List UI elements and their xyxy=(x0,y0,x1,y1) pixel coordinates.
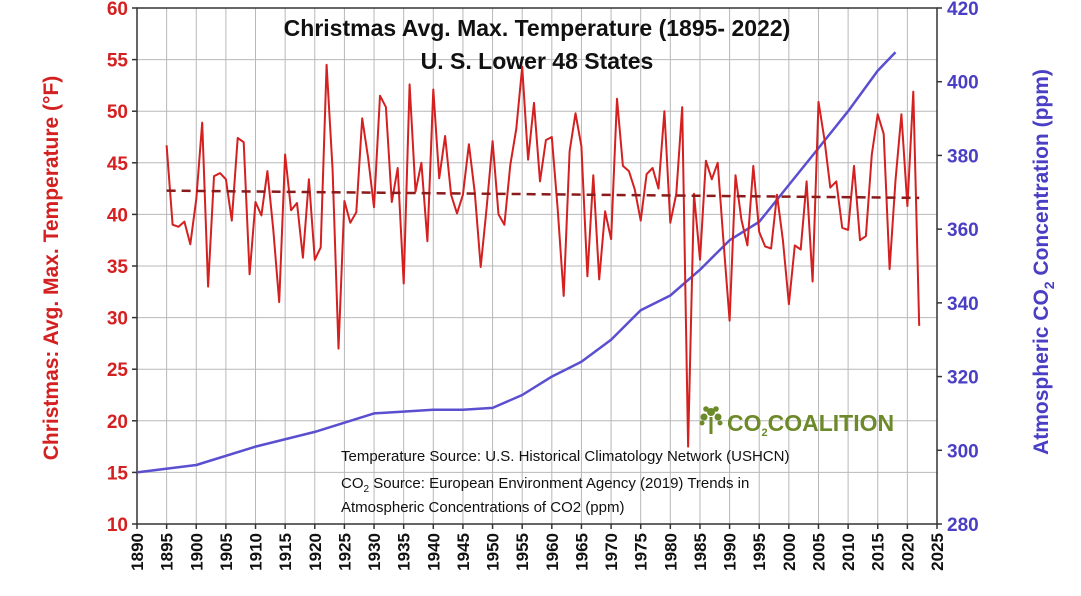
y-tick-label-right: 420 xyxy=(947,0,979,20)
left-axis: 10 15 20 25 30 35 40 45 50 55 60 xyxy=(107,0,137,536)
x-tick-label: 1965 xyxy=(572,533,591,571)
chart-title: Christmas Avg. Max. Temperature (1895- 2… xyxy=(284,15,791,41)
grid-lines xyxy=(136,7,938,525)
tree-icon xyxy=(699,406,723,434)
y-tick-label-left: 15 xyxy=(107,463,129,484)
x-tick-label: 2005 xyxy=(809,533,828,571)
x-tick-label: 2000 xyxy=(780,533,799,571)
x-tick-label: 1925 xyxy=(335,533,354,571)
y-tick-label-left: 25 xyxy=(107,360,129,381)
co2-source-line2: Atmospheric Concentrations of CO2 (ppm) xyxy=(341,499,624,516)
co2-line xyxy=(136,51,897,474)
y-tick-label-left: 55 xyxy=(107,51,129,72)
y-tick-label-right: 400 xyxy=(947,73,979,94)
y-tick-label-left: 30 xyxy=(107,309,128,330)
temperature-source: Temperature Source: U.S. Historical Clim… xyxy=(341,448,789,465)
x-tick-label: 2010 xyxy=(839,533,858,571)
y-tick-label-right: 360 xyxy=(947,220,979,241)
x-tick-label: 1930 xyxy=(365,533,384,571)
x-tick-label: 1935 xyxy=(395,533,414,571)
trend-line xyxy=(166,189,920,200)
chart-marks xyxy=(136,51,921,474)
x-tick-label: 2015 xyxy=(869,533,888,571)
x-tick-label: 1960 xyxy=(543,533,562,571)
co2-source-line1: CO2 Source: European Environment Agency … xyxy=(341,475,749,495)
x-tick-label: 1955 xyxy=(513,533,532,571)
x-tick-label: 1900 xyxy=(187,533,206,571)
logo-text: CO2COALITION xyxy=(727,410,894,439)
x-tick-label: 1890 xyxy=(128,533,147,571)
co2-coalition-logo: CO2COALITION xyxy=(699,406,894,439)
y-tick-label-left: 40 xyxy=(107,205,128,226)
y-tick-label-left: 10 xyxy=(107,515,128,536)
x-tick-label: 2025 xyxy=(928,533,947,571)
x-tick-label: 1950 xyxy=(484,533,503,571)
y-axis-label-left: Christmas: Avg. Max. Temperature (°F) xyxy=(40,76,63,461)
x-tick-label: 1970 xyxy=(602,533,621,571)
temperature-line xyxy=(165,63,921,448)
y-tick-label-left: 60 xyxy=(107,0,128,20)
x-tick-label: 1995 xyxy=(750,533,769,571)
y-axis-label-right: Atmospheric CO2 Concentration (ppm) xyxy=(1030,69,1057,455)
x-axis: 1890 1895 1900 1905 1910 1915 1920 1925 1930 1935… xyxy=(128,524,947,571)
x-tick-label: 1915 xyxy=(276,533,295,571)
x-tick-label: 1980 xyxy=(661,533,680,571)
y-tick-label-right: 320 xyxy=(947,368,979,389)
x-tick-label: 1975 xyxy=(632,533,651,571)
x-tick-label: 2020 xyxy=(898,533,917,571)
y-tick-label-left: 50 xyxy=(107,102,128,123)
x-tick-label: 1990 xyxy=(721,533,740,571)
x-tick-label: 1895 xyxy=(158,533,177,571)
x-tick-label: 1920 xyxy=(306,533,325,571)
x-tick-label: 1910 xyxy=(247,533,266,571)
chart-subtitle: U. S. Lower 48 States xyxy=(421,48,654,74)
y-tick-label-right: 280 xyxy=(947,515,979,536)
y-tick-label-right: 300 xyxy=(947,441,979,462)
y-tick-label-left: 35 xyxy=(107,257,129,278)
right-axis: 280 300 320 340 360 380 400 420 xyxy=(937,0,979,536)
y-tick-label-right: 380 xyxy=(947,146,979,167)
y-tick-label-right: 340 xyxy=(947,294,979,315)
x-tick-label: 1905 xyxy=(217,533,236,571)
x-tick-label: 1940 xyxy=(424,533,443,571)
y-tick-label-left: 45 xyxy=(107,154,129,175)
x-tick-label: 1945 xyxy=(454,533,473,571)
x-tick-label: 1985 xyxy=(691,533,710,571)
y-tick-label-left: 20 xyxy=(107,412,128,433)
